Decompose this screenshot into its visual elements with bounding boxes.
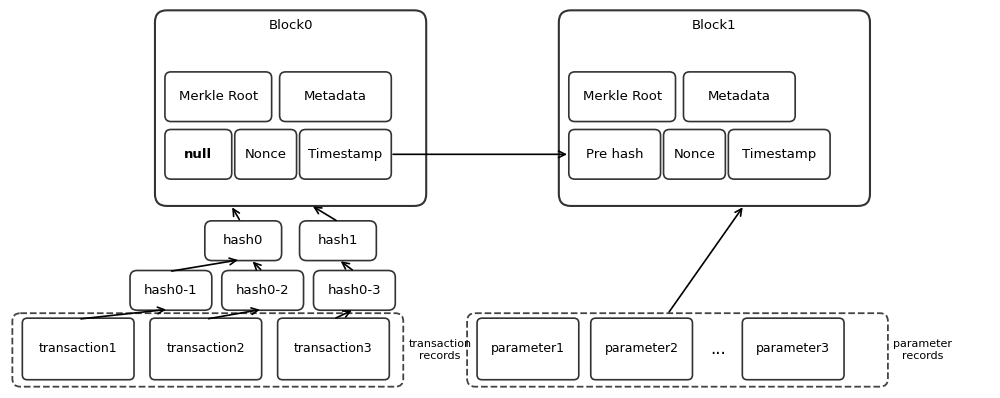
Text: transaction3: transaction3 <box>294 342 373 355</box>
Text: Metadata: Metadata <box>304 90 367 103</box>
FancyBboxPatch shape <box>165 129 232 179</box>
Text: transaction1: transaction1 <box>39 342 117 355</box>
Text: Block0: Block0 <box>268 19 313 32</box>
FancyBboxPatch shape <box>569 72 676 121</box>
FancyBboxPatch shape <box>664 129 725 179</box>
FancyBboxPatch shape <box>278 318 389 380</box>
Text: Nonce: Nonce <box>673 148 715 161</box>
FancyBboxPatch shape <box>477 318 579 380</box>
FancyBboxPatch shape <box>591 318 692 380</box>
FancyBboxPatch shape <box>559 10 870 206</box>
Text: hash1: hash1 <box>318 234 358 247</box>
Text: ...: ... <box>711 340 726 358</box>
Text: Block1: Block1 <box>692 19 737 32</box>
Text: hash0-3: hash0-3 <box>328 284 381 297</box>
FancyBboxPatch shape <box>728 129 830 179</box>
FancyBboxPatch shape <box>130 271 212 310</box>
Text: parameter3: parameter3 <box>756 342 830 355</box>
Text: transaction2: transaction2 <box>167 342 245 355</box>
Text: Metadata: Metadata <box>708 90 771 103</box>
FancyBboxPatch shape <box>22 318 134 380</box>
FancyBboxPatch shape <box>300 129 391 179</box>
FancyBboxPatch shape <box>280 72 391 121</box>
FancyBboxPatch shape <box>742 318 844 380</box>
FancyBboxPatch shape <box>235 129 297 179</box>
Text: hash0: hash0 <box>223 234 263 247</box>
Text: Nonce: Nonce <box>245 148 287 161</box>
Text: parameter2: parameter2 <box>605 342 679 355</box>
FancyBboxPatch shape <box>155 10 426 206</box>
Text: null: null <box>184 148 212 161</box>
FancyBboxPatch shape <box>165 72 272 121</box>
FancyBboxPatch shape <box>683 72 795 121</box>
Text: Pre hash: Pre hash <box>586 148 643 161</box>
FancyBboxPatch shape <box>222 271 304 310</box>
FancyBboxPatch shape <box>467 313 888 387</box>
FancyBboxPatch shape <box>150 318 262 380</box>
Text: hash0-1: hash0-1 <box>144 284 198 297</box>
FancyBboxPatch shape <box>314 271 395 310</box>
Text: Timestamp: Timestamp <box>308 148 383 161</box>
Text: Merkle Root: Merkle Root <box>583 90 662 103</box>
FancyBboxPatch shape <box>300 221 376 261</box>
Text: hash0-2: hash0-2 <box>236 284 289 297</box>
FancyBboxPatch shape <box>205 221 282 261</box>
Text: Timestamp: Timestamp <box>742 148 816 161</box>
Text: parameter1: parameter1 <box>491 342 565 355</box>
Text: Merkle Root: Merkle Root <box>179 90 258 103</box>
FancyBboxPatch shape <box>569 129 661 179</box>
Text: parameter
records: parameter records <box>893 339 952 361</box>
FancyBboxPatch shape <box>12 313 403 387</box>
Text: transaction
records: transaction records <box>408 339 471 361</box>
